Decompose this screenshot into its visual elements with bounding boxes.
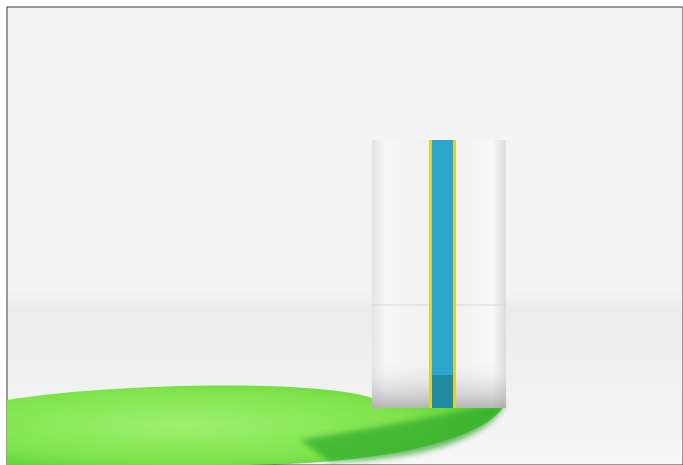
stripe-base [432,375,453,408]
shadow-core [300,402,506,462]
blue-stripe [432,140,453,408]
